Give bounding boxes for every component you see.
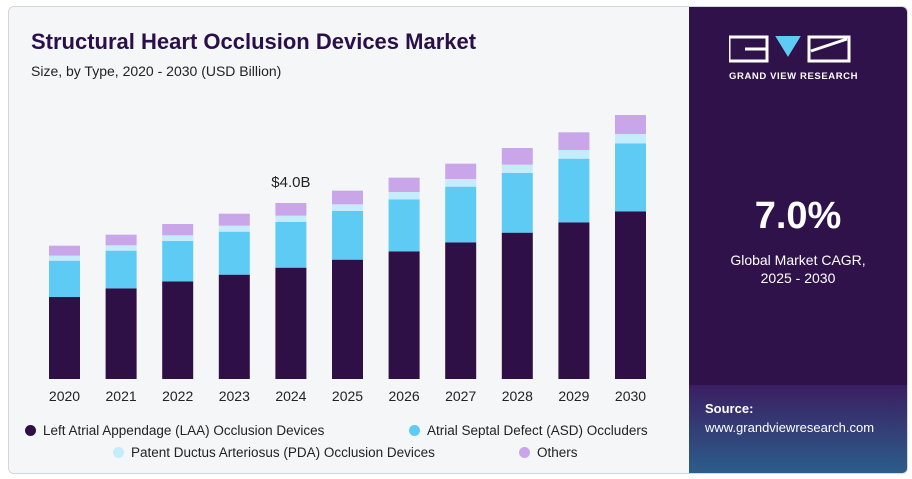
bar-segment-2020-s3 [49,245,80,256]
bar-segment-2024-s3 [275,203,307,216]
bar-segment-2030-s1 [615,143,646,212]
bar-segment-2021-s2 [105,245,137,251]
bar-segment-2029-s2 [558,150,590,159]
bar-segment-2028-s1 [501,173,533,233]
stacked-bar-chart: 2020 2021 2022 2023 2024 $4.0B 2025 2026 2027 202… [49,115,646,404]
bar-segment-2029-s1 [558,158,590,223]
legend-swatch-asd [409,425,420,436]
bar-segment-2026-s2 [388,192,420,200]
brand-logo-mark-icon [727,35,851,63]
bar-segment-2020-s2 [49,255,80,261]
x-tick-label-2028: 2028 [502,388,533,404]
bar-segment-2024-s0 [275,267,307,379]
x-tick-label-2023: 2023 [219,388,250,404]
x-tick-label-2029: 2029 [558,388,589,404]
bar-segment-2023-s0 [218,274,250,379]
bar-segment-2030-s0 [615,211,646,379]
bar-segment-2021-s1 [105,250,137,289]
chart-panel: Structural Heart Occlusion Devices Marke… [9,7,689,473]
sidebar-panel: GRAND VIEW RESEARCH 7.0% Global Market C… [689,7,907,473]
source-url[interactable]: www.grandviewresearch.com [705,420,875,435]
x-tick-label-2030: 2030 [615,388,646,404]
chart-title: Structural Heart Occlusion Devices Marke… [31,29,477,54]
brand-logo: GRAND VIEW RESEARCH [727,33,869,82]
x-tick-label-2024: 2024 [275,388,306,404]
bar-segment-2022-s2 [162,235,194,241]
cagr-label-line1: Global Market CAGR, [730,252,866,268]
cagr-value: 7.0% [754,195,842,237]
legend-swatch-others [519,447,530,458]
bar-segment-2024-s1 [275,222,307,268]
x-tick-label-2026: 2026 [389,388,420,404]
bar-segment-2027-s0 [445,242,477,379]
bar-segment-2025-s3 [332,190,363,205]
infographic-card: Structural Heart Occlusion Devices Marke… [8,6,908,474]
legend-item-asd: Atrial Septal Defect (ASD) Occluders [409,423,648,438]
bar-segment-2026-s0 [388,251,420,379]
legend-swatch-laa [25,425,36,436]
legend-label-others: Others [537,445,578,460]
source-label: Source: [705,401,754,416]
bar-segment-2027-s3 [445,163,477,179]
bar-segment-2025-s1 [332,211,363,260]
cagr-label: Global Market CAGR, 2025 - 2030 [689,251,907,287]
bar-segment-2030-s2 [615,134,646,144]
bar-segment-2023-s1 [218,231,250,275]
bar-segment-2027-s2 [445,179,477,187]
legend-label-pda: Patent Ductus Arteriosus (PDA) Occlusion… [131,445,435,460]
legend-item-others: Others [519,445,578,460]
bar-segment-2025-s0 [332,259,363,379]
bar-segment-2022-s0 [162,281,194,379]
bar-segment-2028-s0 [501,232,533,379]
bar-segment-2028-s3 [501,148,533,165]
data-label-2024: $4.0B [271,174,310,191]
cagr-label-line2: 2025 - 2030 [760,270,836,286]
bar-segment-2021-s3 [105,234,137,246]
bar-segment-2022-s1 [162,241,194,282]
source-section: Source: www.grandviewresearch.com [689,385,907,473]
bar-segment-2020-s0 [49,297,80,379]
legend-label-asd: Atrial Septal Defect (ASD) Occluders [427,423,648,438]
bar-segment-2027-s1 [445,186,477,243]
x-tick-label-2022: 2022 [162,388,193,404]
bar-segment-2024-s2 [275,215,307,222]
bar-segment-2023-s2 [218,225,250,232]
legend-item-laa: Left Atrial Appendage (LAA) Occlusion De… [25,423,324,438]
x-tick-label-2027: 2027 [445,388,476,404]
legend-swatch-pda [113,447,124,458]
bar-segment-2026-s3 [388,177,420,192]
x-tick-label-2020: 2020 [49,388,80,404]
x-tick-label-2025: 2025 [332,388,363,404]
bar-segment-2030-s3 [615,115,646,134]
bar-segment-2028-s2 [501,164,533,173]
brand-name: GRAND VIEW RESEARCH [729,71,859,82]
bar-segment-2029-s0 [558,222,590,379]
legend-label-laa: Left Atrial Appendage (LAA) Occlusion De… [43,423,325,438]
legend-item-pda: Patent Ductus Arteriosus (PDA) Occlusion… [113,445,435,460]
bar-segment-2026-s1 [388,199,420,252]
bar-segment-2023-s3 [218,213,250,226]
chart-subtitle: Size, by Type, 2020 - 2030 (USD Billion) [31,63,282,79]
x-tick-label-2021: 2021 [106,388,137,404]
bar-segment-2020-s1 [49,260,80,297]
bar-segment-2025-s2 [332,204,363,211]
bar-segment-2022-s3 [162,224,194,236]
bar-segment-2029-s3 [558,132,590,150]
bar-segment-2021-s0 [105,288,137,379]
